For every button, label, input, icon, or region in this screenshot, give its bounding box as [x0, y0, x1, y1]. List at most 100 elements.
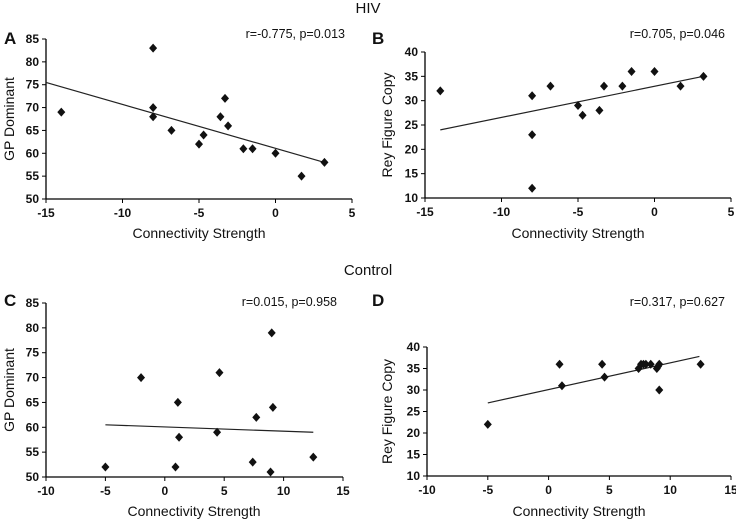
- x-tick-label: 0: [651, 205, 658, 219]
- data-point: [528, 91, 537, 101]
- y-tick-label: 10: [405, 191, 419, 205]
- data-point: [137, 373, 146, 383]
- correlation-stat: r=0.705, p=0.046: [630, 27, 725, 41]
- y-tick-label: 75: [26, 78, 40, 92]
- correlation-stat: r=-0.775, p=0.013: [246, 27, 345, 41]
- data-point: [595, 105, 604, 115]
- y-tick-label: 80: [26, 55, 40, 69]
- data-point: [248, 144, 257, 154]
- data-point: [546, 81, 555, 91]
- data-point: [555, 359, 564, 369]
- x-tick-label: 15: [336, 484, 350, 498]
- data-point: [149, 43, 158, 53]
- y-tick-label: 15: [405, 167, 419, 181]
- scatter-panel-b: 10 15 20 25 30 35 40 -15 -10 -5 0 5 B r=0.705, p=0.04…: [372, 27, 735, 241]
- x-axis-label: Connectivity Strength: [127, 503, 260, 519]
- data-point: [267, 328, 276, 338]
- y-tick-label: 20: [405, 142, 419, 156]
- y-tick-label: 85: [26, 32, 40, 46]
- y-axis-label: Rey Figure Copy: [379, 359, 395, 464]
- data-point: [175, 432, 184, 442]
- x-tick-label: -10: [493, 205, 511, 219]
- panel-label: B: [372, 29, 384, 48]
- y-tick-label: 25: [405, 118, 419, 132]
- x-axis-label: Connectivity Strength: [512, 503, 645, 519]
- data-point: [618, 81, 627, 91]
- scatter-panel-c: 50 55 60 65 70 75 80 85 -10 -5 0 5 10 15 C r=0.015, p=0…: [1, 291, 350, 519]
- data-point: [528, 183, 537, 193]
- data-point: [149, 112, 158, 122]
- y-tick-label: 65: [26, 123, 40, 137]
- y-tick-label: 10: [407, 469, 421, 483]
- data-point: [101, 462, 110, 472]
- y-tick-label: 15: [407, 448, 421, 462]
- data-point: [574, 101, 582, 111]
- y-tick-label: 20: [407, 426, 421, 440]
- x-tick-label: -5: [100, 484, 111, 498]
- y-axis-label: GP Dominant: [1, 348, 17, 432]
- trendline: [440, 75, 704, 131]
- data-point: [195, 139, 203, 149]
- y-tick-label: 30: [407, 383, 421, 397]
- x-tick-label: -5: [194, 206, 205, 220]
- y-tick-label: 25: [407, 405, 421, 419]
- x-tick-label: 0: [161, 484, 168, 498]
- data-point: [248, 457, 257, 467]
- data-point: [320, 157, 329, 167]
- group-title-control: Control: [344, 262, 392, 279]
- data-point: [436, 86, 445, 96]
- data-point: [266, 467, 275, 477]
- correlation-stat: r=0.015, p=0.958: [242, 295, 337, 309]
- x-tick-label: -10: [114, 206, 132, 220]
- scatter-panel-a: 50 55 60 65 70 75 80 85 -15 -10 -5 0 5 A r=-0.775, p=0…: [1, 27, 356, 241]
- y-tick-label: 60: [26, 420, 40, 434]
- data-point: [627, 66, 636, 76]
- x-tick-label: 0: [272, 206, 279, 220]
- data-point: [650, 66, 659, 76]
- y-tick-label: 30: [405, 94, 419, 108]
- y-tick-label: 85: [26, 296, 40, 310]
- data-point: [655, 385, 664, 395]
- panel-label: C: [4, 291, 16, 310]
- data-point: [528, 130, 537, 140]
- x-axis-label: Connectivity Strength: [511, 225, 644, 241]
- data-point: [600, 81, 609, 91]
- x-tick-label: -15: [416, 205, 434, 219]
- data-point: [239, 144, 248, 154]
- x-tick-label: 10: [664, 483, 678, 497]
- data-point: [167, 125, 176, 135]
- x-tick-label: 5: [349, 206, 356, 220]
- y-tick-label: 55: [26, 445, 40, 459]
- x-tick-label: 5: [221, 484, 228, 498]
- y-tick-label: 80: [26, 321, 40, 335]
- scatter-panel-d: 10 15 20 25 30 35 40 -10 -5 0 5 10 15 D r=0.317, p=0.6…: [372, 291, 736, 519]
- x-tick-label: -5: [482, 483, 493, 497]
- data-point: [699, 71, 708, 81]
- data-point: [655, 359, 664, 369]
- data-point: [676, 81, 685, 91]
- data-point: [557, 381, 566, 391]
- y-tick-label: 35: [405, 69, 419, 83]
- data-point: [309, 452, 318, 462]
- data-point: [224, 121, 233, 131]
- data-point: [483, 419, 492, 429]
- x-tick-label: -10: [418, 483, 436, 497]
- x-tick-label: -10: [37, 484, 55, 498]
- y-tick-label: 70: [26, 101, 40, 115]
- correlation-stat: r=0.317, p=0.627: [630, 295, 725, 309]
- x-tick-label: 5: [728, 205, 735, 219]
- trendline: [45, 81, 325, 164]
- x-tick-label: 15: [724, 483, 736, 497]
- panel-label: D: [372, 291, 384, 310]
- y-tick-label: 60: [26, 146, 40, 160]
- y-tick-label: 55: [26, 169, 40, 183]
- data-point: [221, 93, 230, 103]
- y-axis-label: Rey Figure Copy: [379, 72, 395, 177]
- data-point: [641, 359, 650, 369]
- data-point: [173, 397, 182, 407]
- y-tick-label: 50: [26, 192, 40, 206]
- x-tick-label: -5: [573, 205, 584, 219]
- data-point: [216, 112, 225, 122]
- trendline: [487, 355, 700, 404]
